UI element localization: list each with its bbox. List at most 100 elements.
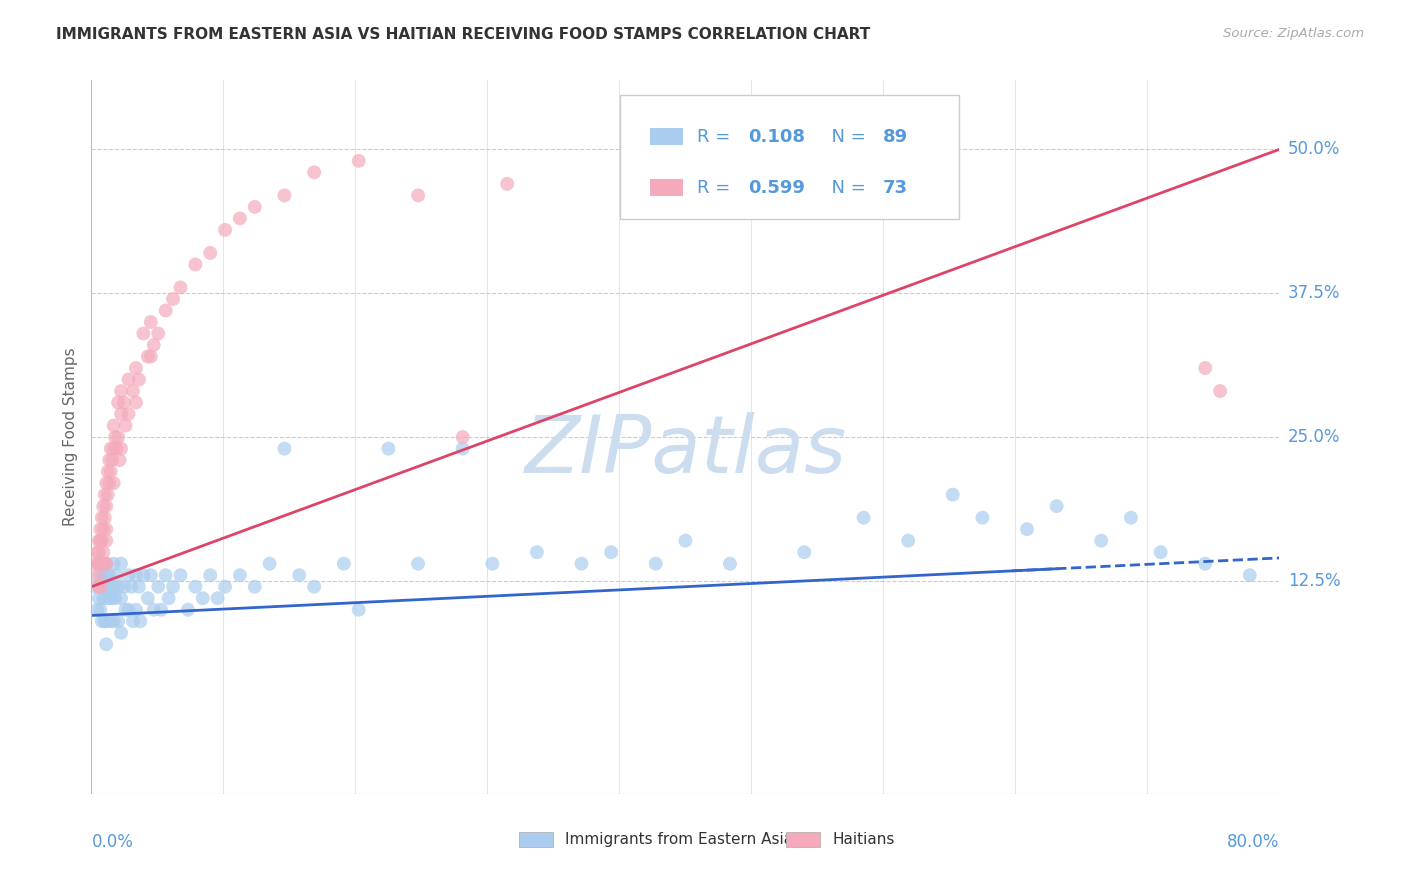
Point [302, 165, 325, 179]
Point [117, 407, 139, 421]
Point [89, 568, 111, 582]
Text: 80.0%: 80.0% [1227, 833, 1279, 851]
Point [84, 580, 107, 594]
Point [673, 533, 696, 548]
Point [108, 453, 131, 467]
Point [110, 557, 132, 571]
Point [110, 442, 132, 456]
Point [87, 557, 110, 571]
Point [526, 545, 548, 559]
Point [644, 557, 666, 571]
Point [150, 603, 173, 617]
Point [91, 545, 114, 559]
Point [97, 465, 120, 479]
Point [90, 557, 112, 571]
Point [91, 591, 114, 606]
Point [94, 510, 117, 524]
Text: Immigrants from Eastern Asia: Immigrants from Eastern Asia [565, 832, 793, 847]
Point [148, 580, 170, 594]
Point [110, 625, 132, 640]
Text: 25.0%: 25.0% [1288, 428, 1340, 446]
Text: N =: N = [820, 128, 872, 145]
Point [122, 384, 145, 398]
Point [84, 557, 107, 571]
Point [148, 326, 170, 341]
Point [110, 384, 132, 398]
Point [94, 488, 117, 502]
Point [207, 591, 229, 606]
Point [496, 177, 519, 191]
Point [157, 591, 180, 606]
Point [125, 395, 148, 409]
Point [117, 603, 139, 617]
Point [94, 614, 117, 628]
Point [96, 557, 118, 571]
Point [90, 580, 112, 594]
FancyBboxPatch shape [650, 179, 683, 196]
Point [96, 614, 118, 628]
Point [136, 591, 159, 606]
Point [89, 603, 111, 617]
Point [98, 591, 121, 606]
Point [155, 568, 177, 582]
Point [243, 200, 266, 214]
Point [132, 326, 155, 341]
Point [107, 580, 129, 594]
Text: 12.5%: 12.5% [1288, 572, 1340, 590]
Text: IMMIGRANTS FROM EASTERN ASIA VS HAITIAN RECEIVING FOOD STAMPS CORRELATION CHART: IMMIGRANTS FROM EASTERN ASIA VS HAITIAN … [56, 27, 870, 42]
Point [98, 568, 121, 582]
Point [347, 153, 370, 168]
Point [1194, 361, 1216, 376]
Point [100, 465, 122, 479]
Point [243, 580, 266, 594]
Point [169, 280, 191, 294]
Point [273, 188, 295, 202]
Text: R =: R = [697, 128, 737, 145]
Point [125, 361, 148, 376]
Point [1015, 522, 1038, 536]
Point [451, 442, 474, 456]
Text: 0.108: 0.108 [748, 128, 806, 145]
Point [128, 372, 150, 386]
Point [347, 603, 370, 617]
Point [132, 568, 155, 582]
Point [110, 407, 132, 421]
Point [121, 580, 143, 594]
Point [97, 488, 120, 502]
Text: 89: 89 [883, 128, 908, 145]
Point [87, 557, 110, 571]
Point [96, 637, 118, 651]
Point [110, 591, 132, 606]
Point [942, 488, 965, 502]
Point [91, 522, 114, 536]
Point [96, 533, 118, 548]
Point [96, 522, 118, 536]
Point [112, 395, 135, 409]
FancyBboxPatch shape [650, 128, 683, 145]
Point [897, 533, 920, 548]
Point [406, 557, 429, 571]
Point [94, 557, 117, 571]
Point [302, 580, 325, 594]
Point [125, 603, 148, 617]
Point [142, 603, 165, 617]
Point [94, 580, 117, 594]
Point [177, 603, 200, 617]
Point [288, 568, 311, 582]
Text: 0.0%: 0.0% [91, 833, 134, 851]
Point [90, 614, 112, 628]
Point [200, 246, 222, 260]
FancyBboxPatch shape [786, 831, 820, 847]
Point [87, 545, 110, 559]
Point [139, 568, 162, 582]
Point [114, 418, 136, 433]
Point [104, 430, 127, 444]
Text: R =: R = [697, 178, 737, 196]
Point [96, 476, 118, 491]
Point [100, 580, 122, 594]
Text: 37.5%: 37.5% [1288, 285, 1340, 302]
Text: Haitians: Haitians [832, 832, 894, 847]
Point [139, 315, 162, 329]
Point [184, 257, 207, 271]
Point [1209, 384, 1232, 398]
